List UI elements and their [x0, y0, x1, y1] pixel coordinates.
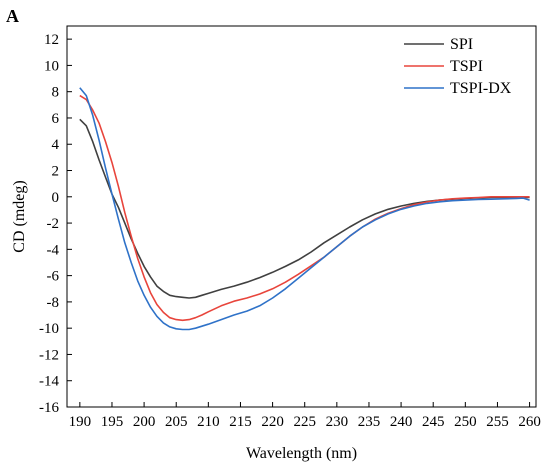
y-tick-label: -4 [47, 242, 60, 258]
y-axis-title-group: CD (mdeg) [11, 180, 28, 252]
x-tick-label: 260 [518, 414, 541, 430]
x-tick-label: 225 [293, 414, 316, 430]
x-tick-label: 200 [133, 414, 156, 430]
x-tick-label: 235 [358, 414, 381, 430]
x-axis-title: Wavelength (nm) [246, 445, 357, 462]
y-tick-label: -12 [39, 347, 59, 363]
y-axis-title: CD (mdeg) [11, 180, 28, 252]
y-tick-label: 6 [52, 111, 60, 127]
x-tick-label: 195 [101, 414, 124, 430]
x-tick-label: 255 [486, 414, 509, 430]
series-line-tspi-dx [79, 87, 530, 331]
series-line-tspi [79, 94, 530, 322]
y-tick-label: 0 [52, 190, 60, 206]
y-tick-label: 12 [44, 32, 59, 48]
legend-label-tspi-dx: TSPI-DX [450, 80, 512, 97]
x-tick-label: 210 [197, 414, 220, 430]
legend-label-spi: SPI [450, 36, 473, 53]
plot-area-frame [66, 25, 537, 408]
x-tick-label: 220 [261, 414, 284, 430]
series-lines [79, 87, 530, 331]
legend-label-tspi: TSPI [450, 58, 483, 75]
legend: SPI TSPI TSPI-DX [404, 36, 512, 97]
x-tick-label: 240 [390, 414, 413, 430]
panel-label: A [6, 6, 19, 26]
x-tick-label: 230 [326, 414, 349, 430]
x-tick-label: 250 [454, 414, 477, 430]
y-tick-label: -16 [39, 400, 59, 416]
y-tick-label: 10 [44, 58, 59, 74]
axis-ticks: 190 195 200 205 210 215 220 225 230 235 240 245 250 2… [39, 32, 541, 430]
series-line-spi [79, 118, 530, 299]
y-tick-label: -2 [47, 216, 60, 232]
y-tick-label: -6 [47, 269, 60, 285]
y-tick-label: -8 [47, 295, 60, 311]
y-tick-label: -14 [39, 374, 59, 390]
x-tick-label: 190 [69, 414, 92, 430]
x-tick-label: 215 [229, 414, 252, 430]
x-tick-label: 245 [422, 414, 445, 430]
y-tick-label: -10 [39, 321, 59, 337]
y-tick-label: 8 [52, 85, 60, 101]
y-tick-label: 2 [52, 164, 60, 180]
y-tick-label: 4 [52, 137, 60, 153]
x-tick-label: 205 [165, 414, 188, 430]
